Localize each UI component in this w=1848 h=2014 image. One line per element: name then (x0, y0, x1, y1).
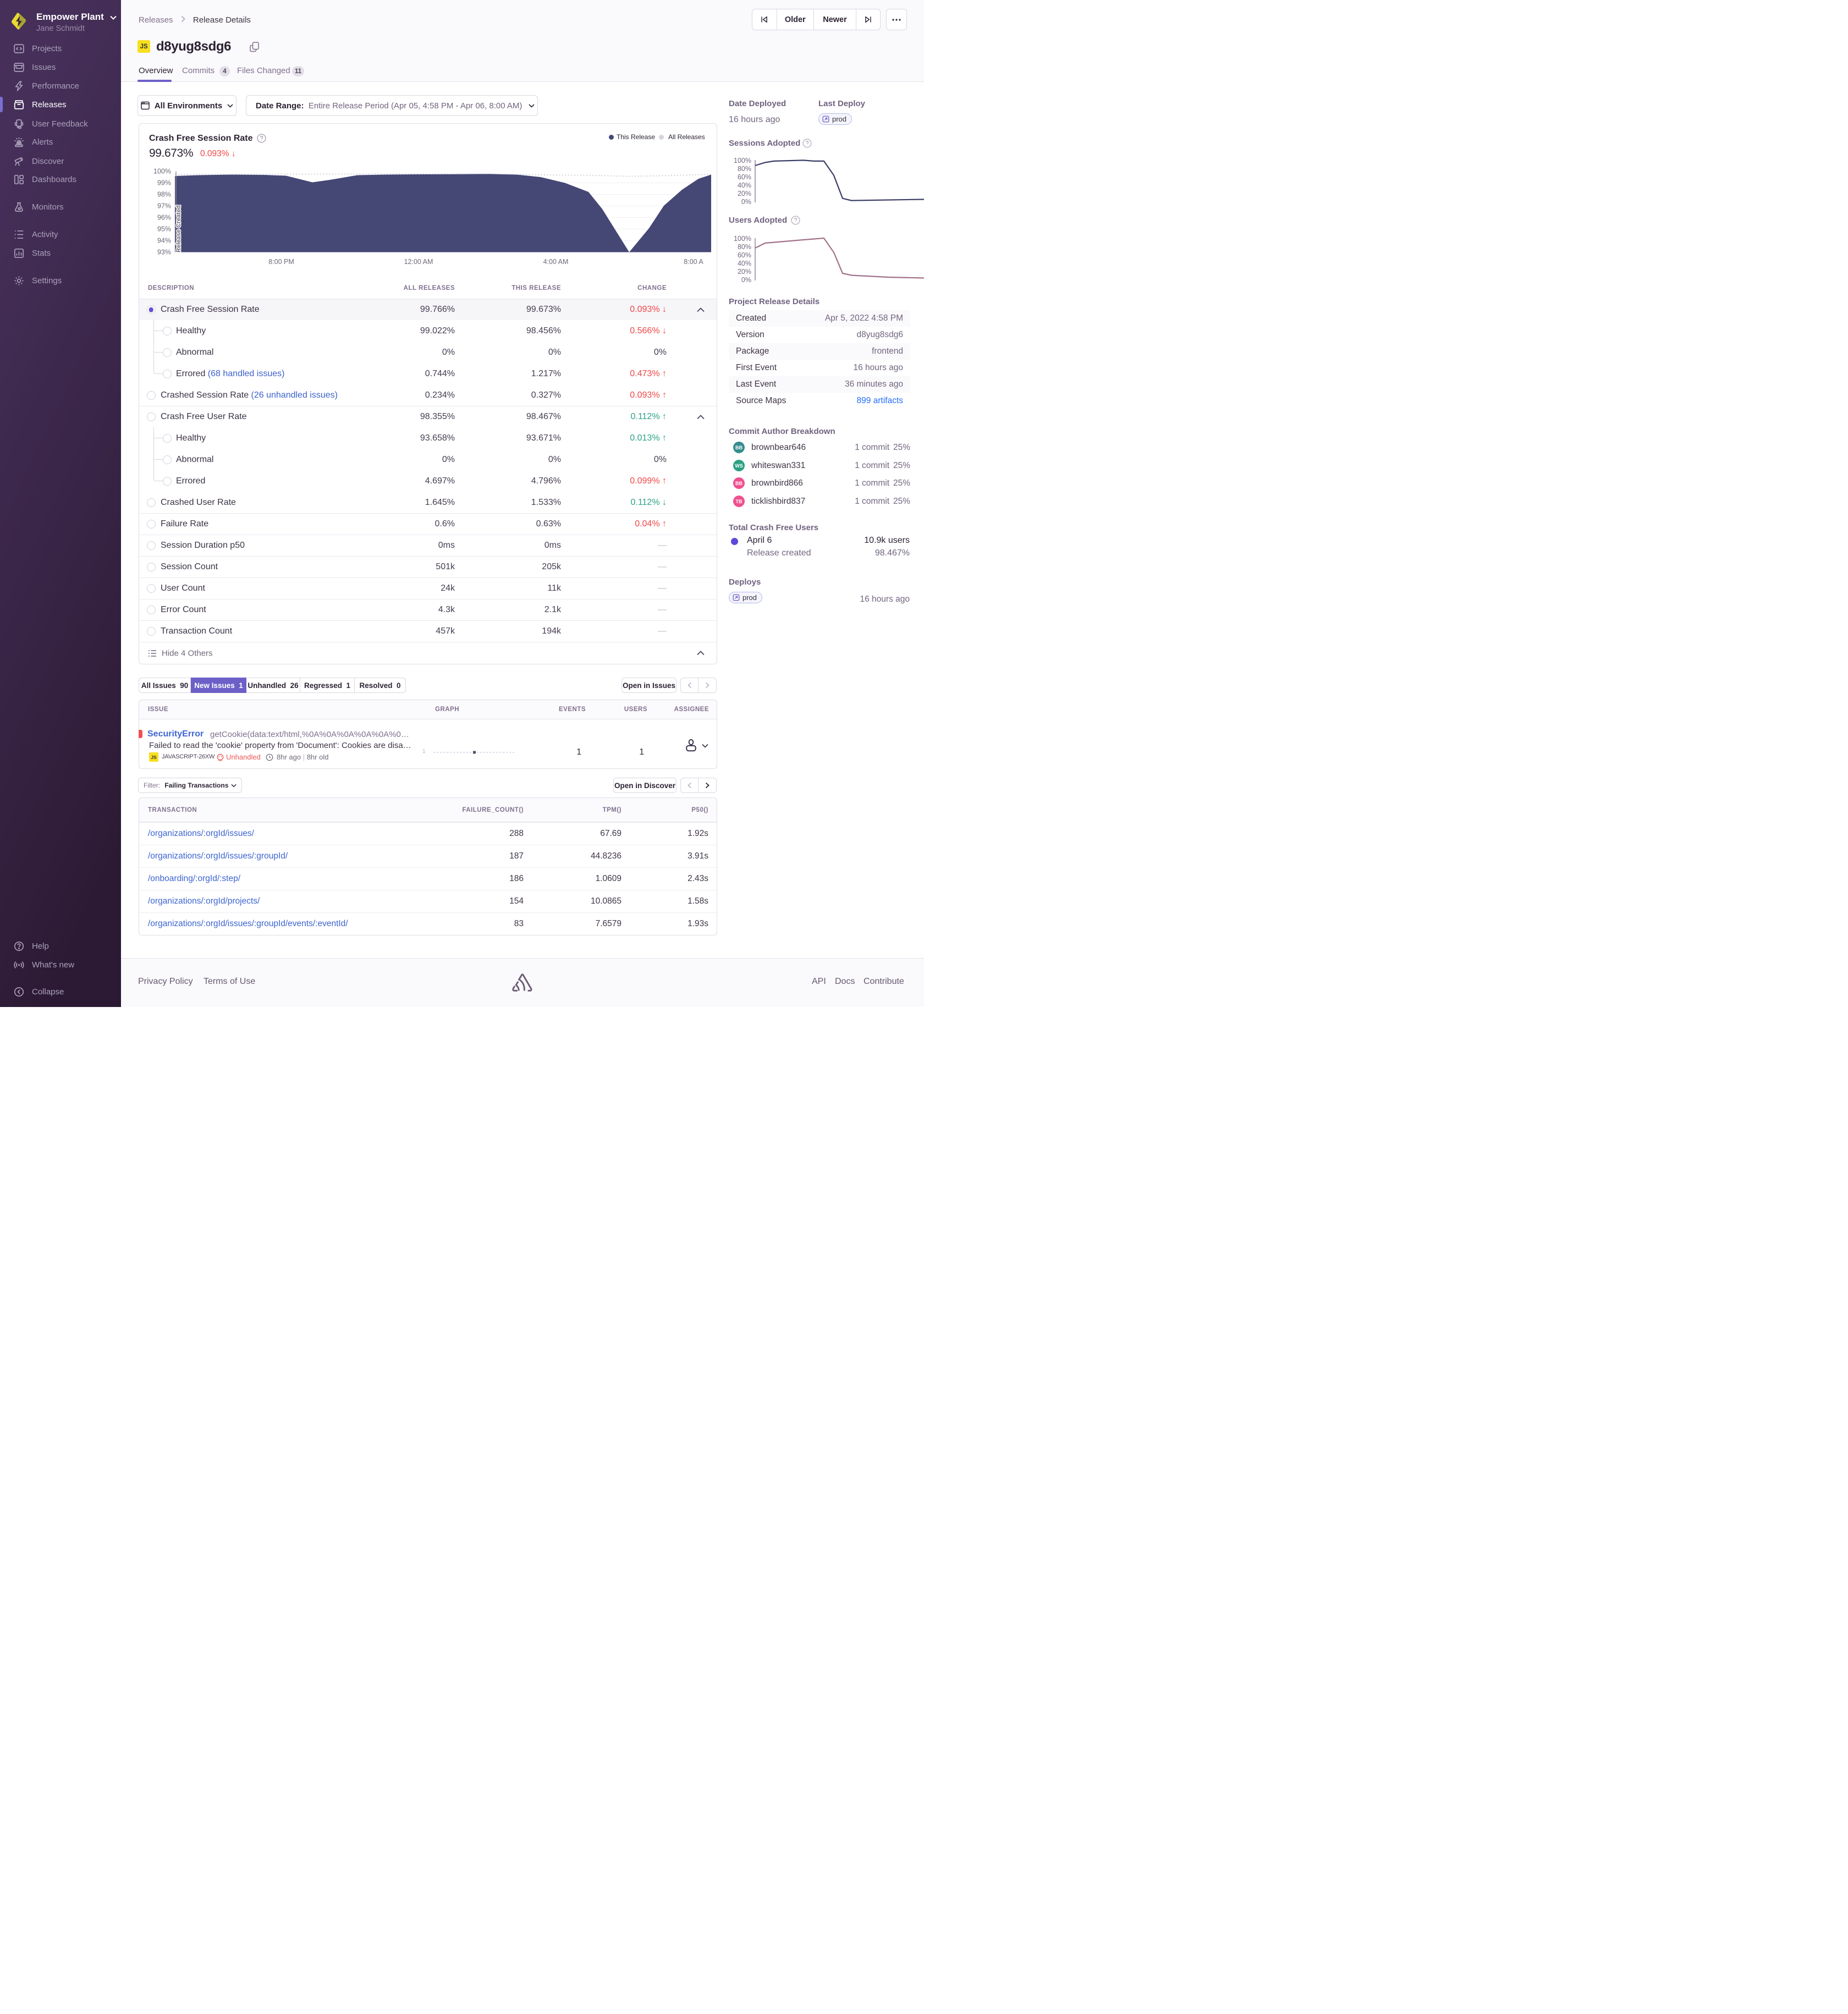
svg-text:80%: 80% (738, 243, 751, 251)
svg-text:Release Created: Release Created (175, 205, 182, 252)
svg-text:0%: 0% (741, 198, 751, 206)
svg-text:80%: 80% (738, 165, 751, 173)
svg-text:100%: 100% (734, 235, 751, 243)
svg-text:40%: 40% (738, 181, 751, 189)
svg-text:8:00 PM: 8:00 PM (268, 258, 294, 266)
svg-text:0%: 0% (741, 276, 751, 284)
svg-text:12:00 AM: 12:00 AM (404, 258, 433, 266)
svg-text:100%: 100% (734, 157, 751, 164)
svg-text:93%: 93% (157, 249, 171, 256)
svg-text:96%: 96% (157, 214, 171, 222)
svg-text:60%: 60% (738, 173, 751, 181)
svg-text:60%: 60% (738, 251, 751, 259)
svg-text:97%: 97% (157, 202, 171, 210)
svg-text:20%: 20% (738, 268, 751, 276)
svg-text:94%: 94% (157, 237, 171, 245)
svg-text:40%: 40% (738, 260, 751, 267)
svg-text:8:00 A: 8:00 A (684, 258, 703, 266)
svg-text:95%: 95% (157, 225, 171, 233)
svg-text:20%: 20% (738, 190, 751, 197)
svg-text:99%: 99% (157, 179, 171, 187)
svg-text:100%: 100% (153, 168, 171, 175)
svg-text:4:00 AM: 4:00 AM (543, 258, 569, 266)
svg-text:98%: 98% (157, 191, 171, 199)
